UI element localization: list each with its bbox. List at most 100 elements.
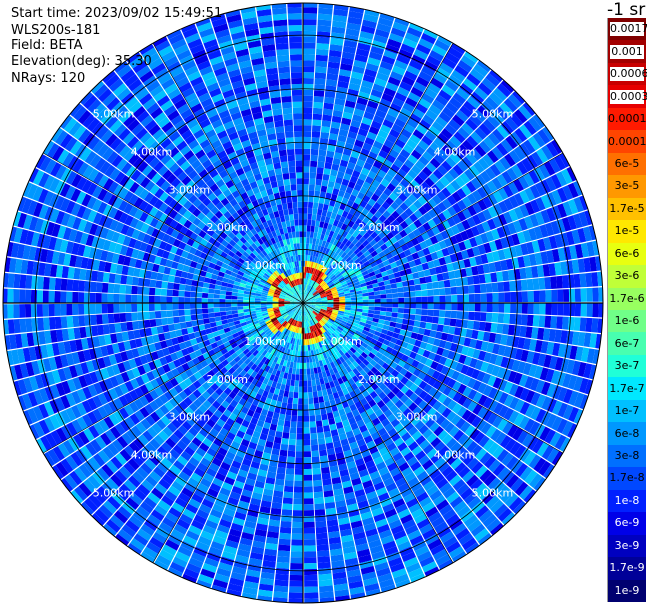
radar-gate	[375, 351, 383, 359]
radar-gate	[219, 290, 227, 295]
radar-gate	[207, 293, 214, 299]
radar-gate	[561, 420, 574, 437]
radar-gate	[535, 211, 545, 226]
radar-gate	[348, 242, 355, 250]
radar-gate	[185, 278, 193, 286]
radar-gate	[414, 144, 426, 156]
radar-gate	[460, 487, 474, 501]
radar-gate	[487, 442, 500, 455]
radar-gate	[457, 211, 467, 222]
radar-gate	[375, 155, 386, 164]
radar-gate	[326, 292, 333, 296]
radar-gate	[436, 191, 447, 202]
radar-gate	[391, 369, 400, 378]
radar-gate	[399, 329, 407, 336]
radar-gate	[379, 289, 387, 295]
radar-gate	[314, 72, 327, 80]
radar-gate	[405, 330, 413, 338]
radar-gate	[508, 383, 519, 397]
radar-gate	[412, 189, 422, 200]
radar-gate	[347, 16, 363, 26]
radar-gate	[359, 31, 374, 40]
radar-gate	[322, 108, 333, 116]
radar-gate	[496, 226, 506, 239]
radar-gate	[307, 207, 313, 214]
radar-gate	[330, 224, 337, 232]
radar-gate	[330, 315, 337, 320]
radar-gate	[332, 232, 338, 239]
radar-gate	[325, 248, 331, 255]
radar-gate	[37, 317, 45, 331]
radar-gate	[375, 109, 387, 119]
radar-gate	[395, 372, 404, 382]
radar-gate	[323, 430, 332, 438]
radar-gate	[488, 262, 496, 273]
radar-gate	[321, 297, 328, 300]
radar-gate	[426, 407, 437, 418]
radar-gate	[303, 178, 310, 185]
radar-gate	[225, 303, 232, 308]
radar-gate	[338, 129, 349, 137]
radar-gate	[78, 292, 85, 303]
radar-gate	[553, 155, 566, 171]
radar-gate	[315, 378, 321, 386]
radar-gate	[397, 238, 406, 247]
radar-gate	[54, 304, 61, 317]
radar-gate	[463, 239, 472, 250]
radar-gate	[313, 196, 320, 203]
radar-gate	[288, 444, 296, 452]
radar-gate	[441, 144, 454, 156]
radar-gate	[219, 298, 226, 303]
radar-gate	[391, 293, 399, 298]
radar-gate	[213, 303, 220, 308]
radar-gate	[485, 283, 493, 293]
radar-gate	[330, 38, 344, 46]
radar-gate	[393, 173, 404, 183]
radar-gate	[535, 197, 546, 211]
radar-gate	[341, 339, 348, 346]
radar-gate	[359, 221, 367, 229]
radar-gate	[304, 545, 317, 552]
radar-gate	[500, 259, 508, 271]
radar-gate	[480, 170, 492, 183]
radar-gate	[414, 420, 425, 431]
radar-gate	[406, 139, 418, 150]
radar-gate	[332, 157, 341, 166]
radar-gate	[31, 275, 39, 290]
radar-gate	[305, 243, 310, 250]
radar-gate	[101, 293, 108, 303]
radar-gate	[477, 382, 488, 394]
radar-gate	[462, 139, 474, 152]
radar-gate	[427, 82, 441, 94]
radar-gate	[509, 113, 523, 128]
radar-gate	[304, 278, 307, 285]
radar-gate	[304, 574, 318, 582]
radar-gate	[483, 242, 492, 254]
radar-gate	[398, 403, 408, 413]
radar-gate	[414, 243, 423, 252]
radar-gate	[421, 365, 430, 374]
radar-gate	[386, 303, 393, 308]
radar-gate	[544, 429, 556, 444]
radar-gate	[436, 222, 446, 233]
radar-gate	[360, 267, 367, 273]
radar-gate	[556, 275, 563, 289]
radar-gate	[393, 408, 403, 418]
radar-gate	[509, 396, 520, 410]
radar-gate	[483, 136, 496, 150]
radar-gate	[434, 441, 446, 453]
radar-gate	[343, 327, 350, 333]
radar-gate	[466, 216, 476, 228]
radar-gate	[306, 231, 311, 238]
radar-gate	[401, 432, 412, 442]
radar-gate	[426, 432, 438, 444]
radar-gate	[327, 223, 333, 231]
radar-gate	[214, 284, 222, 290]
radar-gate	[341, 230, 349, 238]
radar-gate	[403, 249, 412, 257]
radar-gate	[379, 332, 387, 340]
radar-gate	[316, 42, 330, 50]
radar-gate	[382, 339, 391, 346]
radar-gate	[540, 194, 552, 209]
radar-gate	[571, 229, 581, 245]
